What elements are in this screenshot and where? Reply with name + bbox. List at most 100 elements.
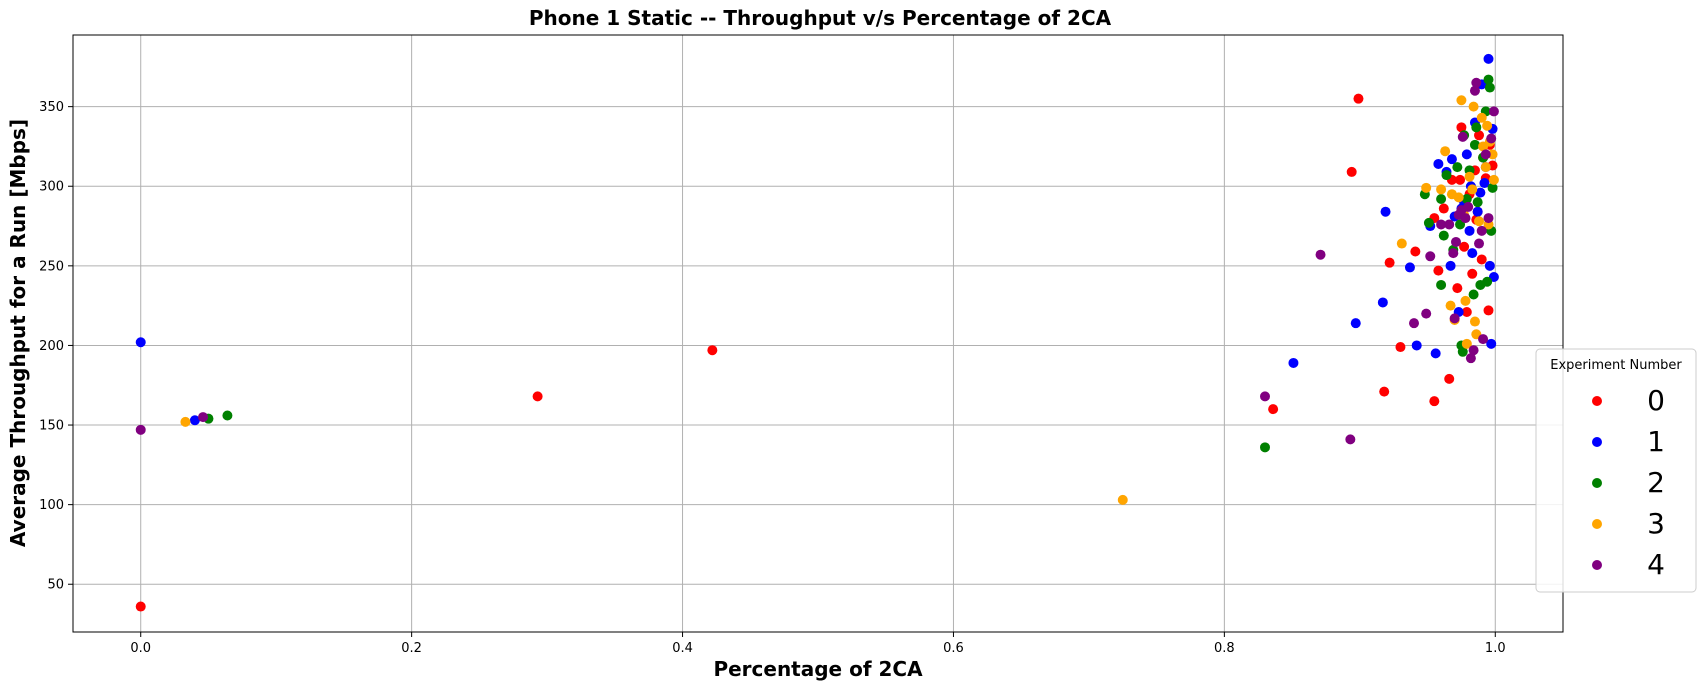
data-point — [1482, 276, 1493, 287]
y-tick-label: 350 — [39, 100, 64, 115]
data-point — [532, 391, 543, 402]
data-point — [1483, 53, 1494, 64]
data-point — [1446, 154, 1457, 165]
data-point — [1425, 251, 1436, 262]
data-point — [1469, 85, 1480, 96]
data-point — [1452, 162, 1463, 173]
data-point — [1459, 241, 1470, 252]
data-point — [1471, 122, 1482, 133]
data-point — [135, 337, 146, 348]
data-point — [1474, 216, 1485, 227]
y-axis-ticks: 50 100 150 200 250 300 350 — [39, 100, 73, 593]
data-point — [1483, 213, 1494, 224]
data-point — [1410, 246, 1421, 257]
data-point — [1482, 120, 1493, 131]
series-2 — [203, 74, 1498, 453]
data-point — [1484, 82, 1495, 93]
data-point — [1480, 149, 1491, 160]
legend-frame — [1535, 348, 1697, 593]
data-point — [1448, 248, 1459, 259]
data-point — [1384, 257, 1395, 268]
data-point — [1423, 217, 1434, 228]
legend-marker — [1592, 560, 1602, 570]
data-point — [1469, 139, 1480, 150]
x-tick-label: 0.2 — [401, 641, 422, 656]
data-point — [1436, 184, 1447, 195]
data-point — [1486, 338, 1497, 349]
legend-items: 0 1 2 3 4 — [1592, 384, 1665, 581]
series-1 — [135, 53, 1499, 426]
x-tick-label: 0.8 — [1214, 641, 1235, 656]
data-point — [1476, 254, 1487, 265]
data-point — [1468, 101, 1479, 112]
data-point — [1117, 494, 1128, 505]
legend-marker — [1592, 478, 1602, 488]
y-tick-label: 300 — [39, 180, 64, 195]
data-point — [707, 345, 718, 356]
data-point — [1483, 305, 1494, 316]
legend-label: 3 — [1647, 507, 1665, 540]
x-tick-label: 0.0 — [130, 641, 151, 656]
data-point — [1441, 170, 1452, 181]
data-point — [1475, 187, 1486, 198]
data-point — [1268, 404, 1279, 415]
data-point — [1460, 213, 1471, 224]
data-point — [1379, 386, 1390, 397]
data-point — [1377, 297, 1388, 308]
data-point — [1421, 308, 1432, 319]
data-point — [1380, 206, 1391, 217]
x-tick-label: 1.0 — [1485, 641, 1506, 656]
data-point — [1429, 396, 1440, 407]
legend: Experiment Number 0 1 2 3 4 — [1535, 348, 1697, 593]
data-point — [1472, 206, 1483, 217]
data-point — [1460, 295, 1471, 306]
y-tick-label: 50 — [47, 578, 64, 593]
data-point — [1444, 219, 1455, 230]
data-point — [1461, 193, 1472, 204]
legend-marker — [1592, 437, 1602, 447]
data-point — [1461, 338, 1472, 349]
data-point — [1456, 205, 1467, 216]
data-point — [180, 416, 191, 427]
grid — [73, 35, 1563, 632]
data-point — [1467, 184, 1478, 195]
data-point — [1478, 334, 1489, 345]
data-point — [1411, 340, 1422, 351]
data-point — [1409, 318, 1419, 329]
data-point — [1484, 260, 1495, 271]
data-point — [1457, 346, 1468, 357]
data-point — [198, 412, 209, 423]
x-axis-ticks: 0.0 0.2 0.4 0.6 0.8 1.0 — [130, 632, 1506, 656]
data-point — [1488, 106, 1499, 117]
data-point — [1433, 265, 1444, 276]
legend-marker — [1592, 519, 1602, 529]
data-point — [1396, 238, 1407, 249]
data-point — [1464, 225, 1475, 236]
data-point — [1438, 230, 1449, 241]
data-point — [1436, 219, 1447, 230]
data-point — [1430, 348, 1441, 359]
data-point — [1395, 342, 1406, 353]
data-point — [1456, 95, 1467, 106]
data-point — [1445, 300, 1456, 311]
data-point — [1461, 307, 1472, 318]
data-point — [1421, 182, 1432, 193]
data-point — [1345, 434, 1356, 445]
data-point — [1440, 146, 1451, 157]
legend-marker — [1592, 396, 1602, 406]
y-tick-label: 200 — [39, 339, 64, 354]
data-point — [1450, 236, 1461, 247]
series-0 — [135, 93, 1498, 612]
data-point — [1465, 353, 1476, 364]
data-point — [1471, 77, 1482, 88]
data-point — [1457, 131, 1468, 142]
data-point — [1476, 225, 1487, 236]
data-point — [1260, 391, 1270, 402]
data-point — [1455, 174, 1466, 185]
data-point — [1438, 203, 1449, 214]
data-point — [1452, 283, 1463, 294]
data-point — [222, 410, 233, 421]
data-point — [135, 601, 146, 612]
legend-title: Experiment Number — [1550, 358, 1682, 373]
